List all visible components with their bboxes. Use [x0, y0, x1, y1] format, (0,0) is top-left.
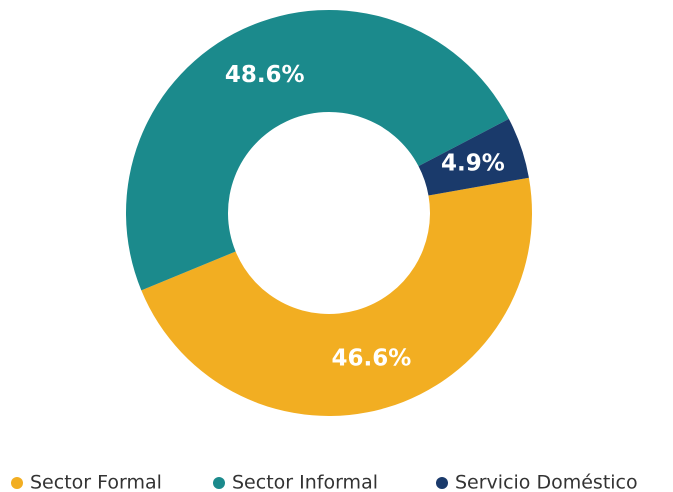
legend-marker — [436, 477, 448, 489]
donut-slice — [418, 118, 529, 196]
value-label: 4.9% — [441, 150, 505, 176]
donut-slice — [126, 10, 509, 291]
value-label: 46.6% — [332, 345, 412, 371]
donut-slice — [141, 177, 532, 416]
legend-marker — [11, 477, 23, 489]
legend-label: Sector Informal — [232, 472, 378, 492]
legend-label: Sector Formal — [30, 472, 162, 492]
legend-marker — [213, 477, 225, 489]
legend-label: Servicio Doméstico — [455, 472, 638, 492]
value-label: 48.6% — [225, 62, 305, 88]
